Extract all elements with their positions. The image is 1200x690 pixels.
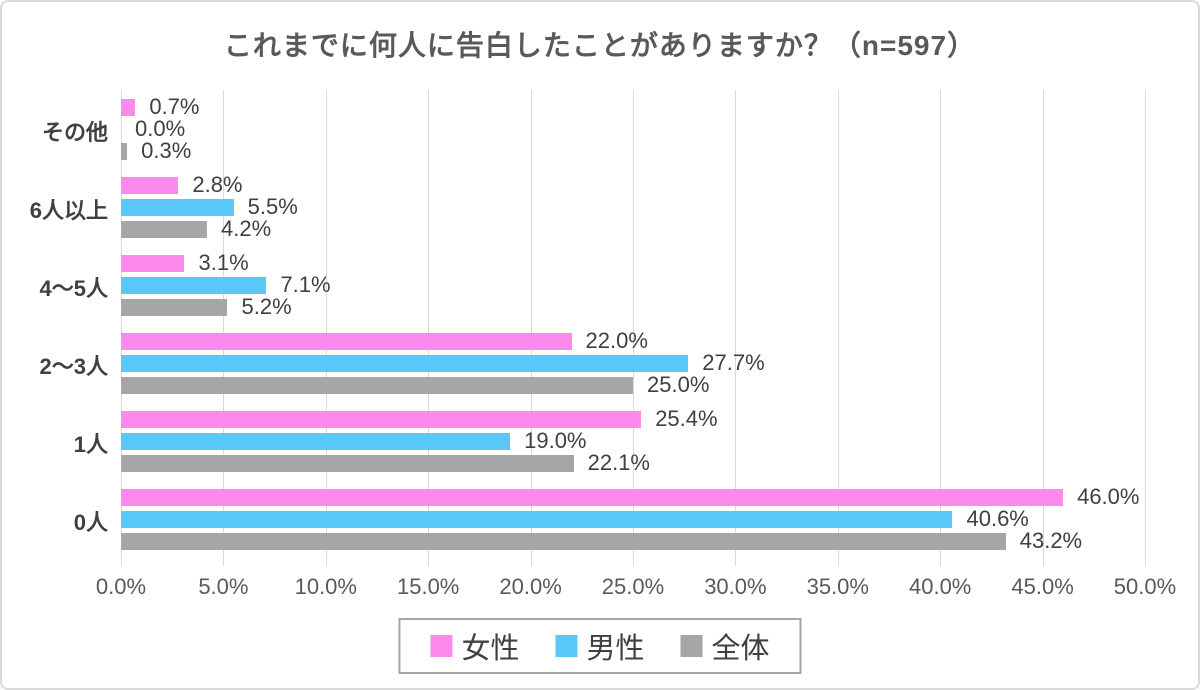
value-label-overall: 25.0%: [647, 372, 710, 397]
bar-male: [121, 198, 234, 216]
bar-male: [121, 354, 689, 372]
value-label-overall: 0.3%: [141, 138, 192, 163]
value-label-female: 22.0%: [585, 328, 648, 353]
category-label: 1人: [73, 432, 108, 457]
value-label-male: 0.0%: [135, 116, 186, 141]
legend-item-overall: 全体: [680, 625, 770, 667]
value-label-male: 27.7%: [702, 350, 765, 375]
gridline: [633, 90, 634, 566]
gridline: [1145, 90, 1146, 566]
value-label-overall: 22.1%: [587, 450, 650, 475]
category-label: その他: [41, 120, 108, 145]
bar-female: [121, 488, 1064, 506]
x-axis-tick-label: 30.0%: [704, 574, 767, 599]
gridline: [223, 90, 225, 566]
bar-overall: [121, 220, 208, 238]
bar-overall: [121, 298, 228, 316]
value-label-male: 19.0%: [524, 428, 587, 453]
bar-male: [121, 432, 511, 450]
value-label-female: 3.1%: [198, 250, 249, 275]
legend-box: 女性 男性 全体: [398, 618, 802, 674]
legend-swatch-icon: [430, 635, 453, 657]
legend-label: 全体: [711, 633, 770, 665]
value-label-female: 46.0%: [1077, 484, 1140, 509]
x-axis-tick-label: 45.0%: [1011, 574, 1074, 599]
bar-male: [121, 276, 267, 294]
x-axis-tick-label: 25.0%: [601, 574, 665, 599]
bar-overall: [121, 454, 574, 472]
legend-item-male: 男性: [555, 625, 645, 667]
bar-female: [121, 410, 642, 428]
legend-swatch-icon: [555, 635, 578, 657]
value-label-overall: 5.2%: [241, 294, 292, 319]
value-label-male: 5.5%: [247, 194, 298, 219]
value-label-male: 40.6%: [966, 506, 1029, 531]
plot-area: 0.7% 0.0% 0.3% 2.8% 5.5% 4.2% 3.1% 7.1% 5.2% 22.0…: [121, 90, 1146, 566]
value-label-overall: 4.2%: [221, 216, 272, 241]
x-axis-tick-label: 40.0%: [908, 574, 972, 599]
bar-overall: [121, 376, 633, 394]
bar-male: [121, 510, 953, 528]
x-axis-tick-label: 0.0%: [95, 574, 147, 599]
legend-label: 男性: [586, 633, 645, 665]
x-axis-tick-label: 20.0%: [499, 574, 562, 599]
bar-female: [121, 254, 185, 272]
gridline: [1042, 90, 1044, 566]
bar-female: [121, 332, 572, 350]
x-axis-tick-label: 5.0%: [198, 574, 249, 599]
x-axis-tick-label: 10.0%: [294, 574, 357, 599]
gridline: [735, 90, 737, 566]
legend-item-female: 女性: [430, 625, 519, 667]
value-label-overall: 43.2%: [1019, 528, 1083, 553]
bar-female: [121, 176, 179, 194]
category-label: 2～3人: [39, 354, 108, 379]
x-axis-tick-label: 15.0%: [396, 574, 460, 599]
legend-swatch-icon: [680, 635, 703, 657]
bar-overall: [121, 142, 128, 160]
category-label: 6人以上: [29, 198, 108, 223]
gridline: [428, 90, 430, 566]
chart-title: これまでに何人に告白したことがありますか？（n=597）: [223, 30, 977, 61]
x-axis-tick-label: 35.0%: [806, 574, 869, 599]
x-axis-tick-label: 50.0%: [1113, 574, 1177, 599]
bar-female: [121, 98, 136, 116]
legend-label: 女性: [461, 633, 520, 665]
category-label: 4～5人: [39, 276, 108, 301]
category-label: 0人: [73, 510, 108, 535]
value-label-female: 0.7%: [149, 94, 200, 119]
value-label-female: 25.4%: [655, 406, 718, 431]
gridline: [530, 90, 532, 566]
bar-overall: [121, 532, 1006, 550]
value-label-female: 2.8%: [192, 172, 243, 197]
gridline: [121, 90, 122, 566]
gridline: [325, 90, 327, 566]
gridline: [837, 90, 839, 566]
value-label-male: 7.1%: [280, 272, 331, 297]
gridline: [940, 90, 942, 566]
